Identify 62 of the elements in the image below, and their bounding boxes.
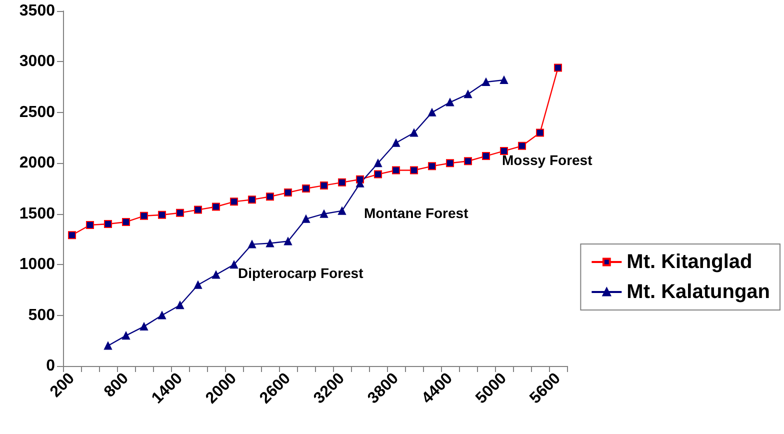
point bbox=[464, 157, 472, 166]
point bbox=[428, 162, 436, 170]
y-tick-label: 2500 bbox=[19, 104, 56, 121]
point bbox=[446, 98, 454, 106]
point bbox=[284, 237, 292, 246]
point bbox=[410, 128, 418, 137]
point bbox=[302, 184, 310, 192]
point bbox=[320, 210, 328, 218]
point bbox=[176, 208, 184, 217]
point bbox=[302, 214, 310, 223]
point bbox=[410, 166, 418, 174]
point bbox=[428, 108, 436, 116]
y-tick-label: 500 bbox=[28, 306, 56, 324]
point bbox=[500, 146, 508, 155]
x-tick-label: 800 bbox=[101, 370, 132, 401]
point bbox=[122, 218, 130, 226]
point bbox=[338, 178, 346, 186]
point bbox=[392, 138, 400, 147]
point bbox=[68, 231, 76, 240]
point bbox=[230, 260, 238, 269]
y-tick-label: 3000 bbox=[19, 53, 56, 70]
point bbox=[158, 210, 166, 219]
annotation: Montane Forest bbox=[364, 205, 469, 221]
point bbox=[518, 142, 526, 150]
y-tick-label: 2000 bbox=[19, 154, 56, 172]
point bbox=[104, 342, 112, 350]
point bbox=[482, 152, 490, 160]
point bbox=[482, 78, 490, 86]
point bbox=[230, 198, 238, 206]
point bbox=[194, 206, 202, 214]
annotation: Dipterocarp Forest bbox=[238, 265, 364, 281]
y-tick-label: 3500 bbox=[19, 2, 56, 20]
point bbox=[212, 270, 220, 279]
point bbox=[104, 220, 112, 228]
y-tick-label: 1000 bbox=[19, 256, 56, 274]
y-tick-label: 1500 bbox=[19, 205, 56, 222]
point bbox=[374, 159, 382, 168]
point bbox=[212, 202, 220, 211]
point bbox=[284, 188, 292, 197]
point bbox=[266, 192, 274, 201]
point bbox=[374, 170, 382, 178]
legend-label: Mt. Kalatungan bbox=[626, 281, 770, 303]
point bbox=[248, 196, 256, 204]
point bbox=[464, 90, 472, 98]
point bbox=[248, 240, 256, 248]
point bbox=[446, 159, 454, 168]
point bbox=[176, 301, 184, 310]
point bbox=[140, 322, 148, 330]
point bbox=[338, 206, 346, 215]
point bbox=[320, 181, 328, 190]
point bbox=[86, 221, 94, 230]
point bbox=[194, 280, 202, 289]
point bbox=[500, 76, 508, 84]
point bbox=[392, 166, 400, 174]
annotation: Mossy Forest bbox=[502, 152, 593, 168]
point bbox=[140, 212, 148, 220]
legend-label: Mt. Kitanglad bbox=[626, 251, 752, 273]
point bbox=[158, 311, 166, 320]
point bbox=[554, 64, 562, 72]
point bbox=[536, 128, 544, 137]
point bbox=[122, 332, 130, 340]
point bbox=[266, 239, 274, 248]
